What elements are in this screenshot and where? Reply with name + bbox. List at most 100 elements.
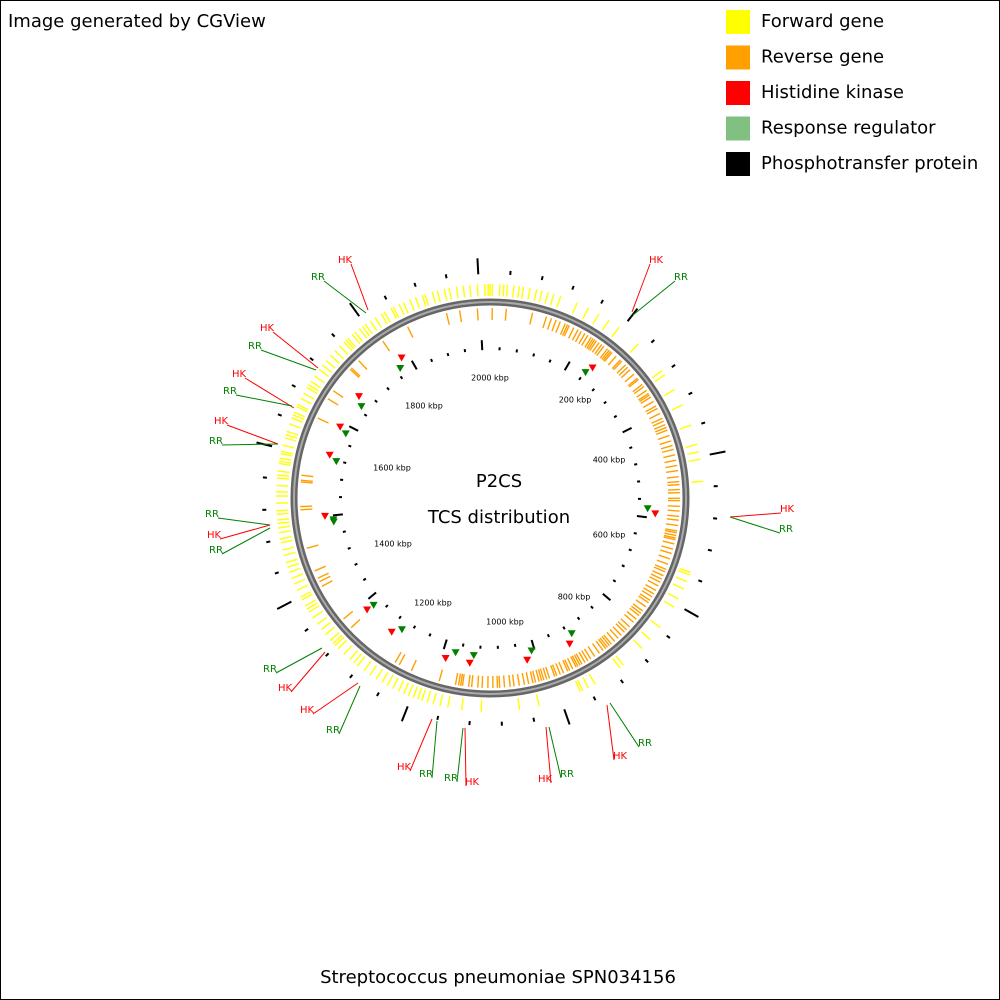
forward-gene — [556, 295, 562, 308]
legend-swatch — [726, 116, 750, 141]
reverse-gene — [603, 634, 612, 645]
forward-gene — [277, 474, 290, 478]
reverse-gene — [564, 659, 571, 671]
annotation-line — [729, 516, 781, 534]
forward-gene — [544, 291, 549, 304]
reverse-gene — [546, 317, 553, 330]
reverse-gene — [636, 389, 647, 398]
outer-tick — [436, 715, 440, 721]
annotation-label: HK — [207, 530, 222, 541]
annotation-label: HK — [338, 255, 353, 266]
reverse-gene — [550, 665, 556, 677]
inner-tick — [461, 643, 465, 647]
forward-gene — [349, 650, 359, 661]
reverse-gene — [646, 407, 658, 415]
reverse-gene — [575, 653, 583, 665]
reverse-gene — [643, 587, 655, 595]
annotation-label: RR — [419, 769, 433, 780]
forward-gene — [289, 423, 301, 429]
reverse-gene — [665, 464, 678, 469]
reverse-gene — [529, 671, 534, 684]
reverse-gene — [438, 669, 444, 682]
tcs-marker — [527, 647, 536, 655]
reverse-gene — [562, 324, 569, 336]
annotation-line — [221, 443, 279, 446]
inner-tick — [412, 625, 417, 629]
outer-tick — [376, 692, 380, 697]
outer-tick — [697, 579, 703, 583]
tcs-marker — [357, 403, 366, 411]
forward-gene — [296, 584, 309, 592]
inner-tick — [442, 639, 448, 650]
forward-gene — [629, 343, 639, 354]
inner-tick — [563, 361, 571, 371]
reverse-gene — [658, 554, 671, 560]
reverse-gene — [551, 664, 558, 677]
forward-gene — [280, 452, 293, 457]
reverse-gene — [626, 610, 637, 620]
forward-gene — [421, 689, 427, 702]
forward-gene — [582, 307, 590, 319]
inner-tick — [363, 413, 368, 417]
inner-tick — [399, 375, 404, 380]
reverse-gene — [343, 610, 354, 620]
forward-gene — [476, 284, 479, 297]
reverse-gene — [578, 333, 586, 345]
reverse-gene — [300, 481, 313, 484]
reverse-gene — [327, 398, 339, 406]
reverse-gene — [628, 378, 639, 388]
reverse-gene — [638, 595, 649, 604]
annotation-label: RR — [205, 509, 219, 520]
forward-gene — [303, 392, 315, 400]
forward-gene — [685, 443, 698, 449]
reverse-gene — [612, 360, 623, 371]
scale-label: 2000 kbp — [471, 374, 509, 383]
forward-gene — [287, 562, 300, 568]
reverse-gene — [508, 674, 511, 687]
scale-label: 1200 kbp — [414, 599, 452, 608]
reverse-gene — [641, 590, 653, 598]
footer: Streptococcus pneumoniae SPN034156 — [320, 967, 676, 988]
inner-tick — [348, 425, 359, 432]
forward-gene — [455, 286, 459, 299]
scale-label: 1400 kbp — [374, 540, 412, 549]
tcs-marker — [397, 354, 406, 362]
reverse-gene — [603, 351, 613, 363]
reverse-gene — [467, 674, 471, 687]
credit: Image generated by CGView — [8, 11, 266, 32]
annotation-label: RR — [779, 524, 793, 535]
inner-tick — [613, 414, 618, 419]
tcs-marker — [567, 630, 576, 638]
annotation-line — [338, 685, 361, 735]
reverse-gene — [581, 650, 589, 662]
outer-tick — [532, 717, 536, 722]
outer-tick — [600, 299, 604, 304]
forward-gene — [276, 477, 289, 480]
reverse-gene — [655, 426, 667, 433]
forward-gene — [390, 307, 398, 320]
reverse-gene — [664, 529, 677, 534]
legend-label: Phosphotransfer protein — [761, 153, 978, 174]
reverse-gene — [300, 479, 313, 482]
reverse-gene — [667, 514, 680, 518]
forward-gene — [369, 320, 378, 332]
forward-gene — [409, 299, 415, 312]
forward-gene — [462, 285, 466, 298]
forward-gene — [293, 411, 306, 418]
forward-gene — [329, 631, 340, 641]
forward-gene — [358, 328, 368, 339]
inner-tick — [515, 349, 519, 353]
forward-gene — [391, 677, 399, 689]
forward-gene — [517, 285, 521, 299]
reverse-gene — [660, 549, 672, 555]
reverse-gene — [555, 663, 561, 675]
inner-tick — [633, 531, 637, 535]
forward-gene — [308, 384, 319, 392]
annotation-line — [729, 512, 782, 518]
reverse-gene — [645, 405, 657, 413]
forward-gene — [576, 679, 584, 692]
forward-gene — [612, 658, 621, 669]
tcs-marker — [523, 656, 532, 664]
outer-tick — [277, 413, 283, 417]
forward-gene — [364, 323, 373, 335]
